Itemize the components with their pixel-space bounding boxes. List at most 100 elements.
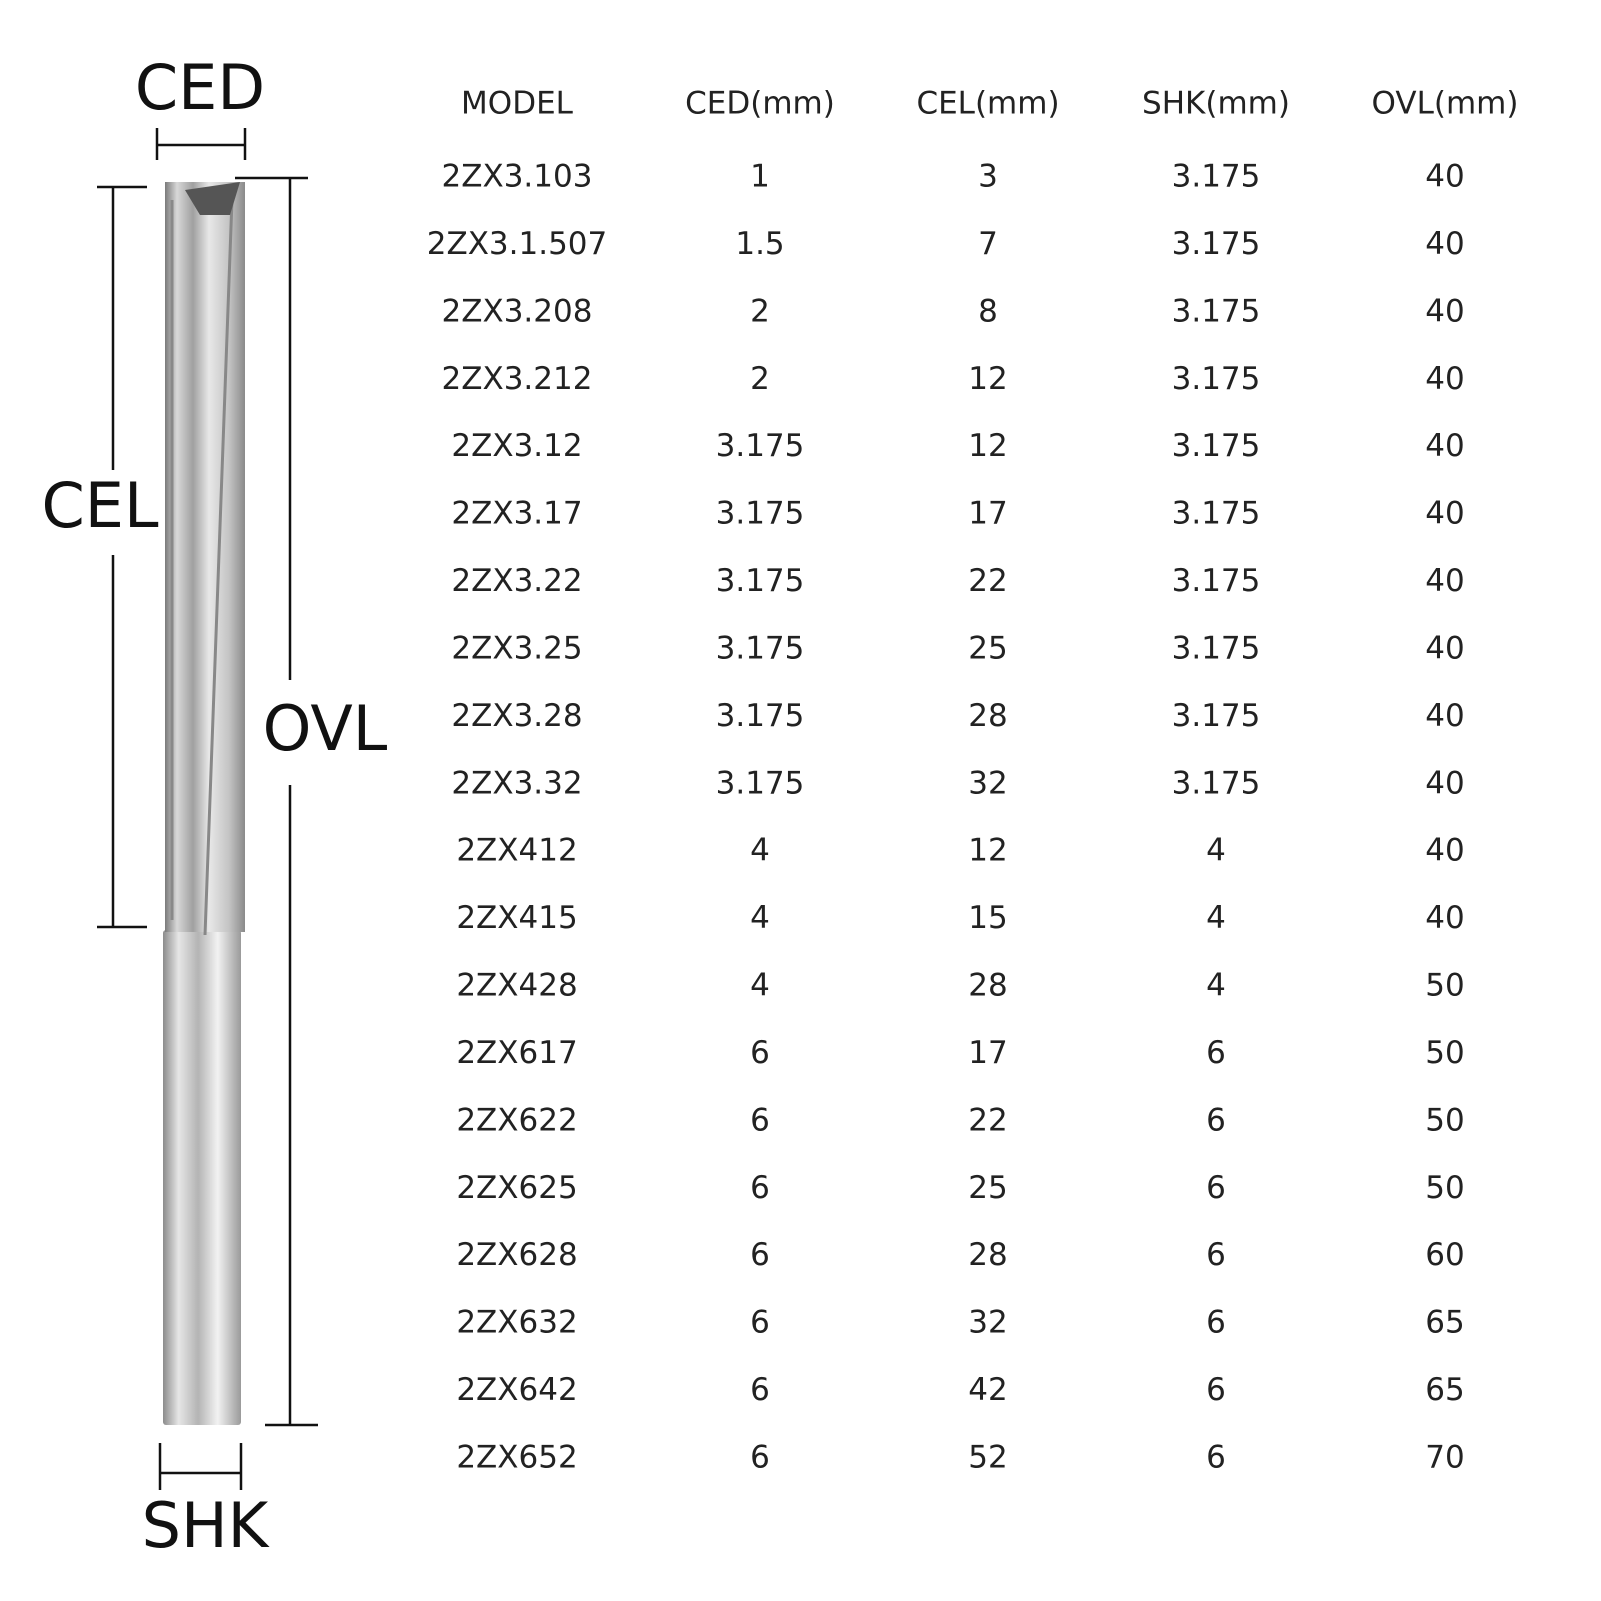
- table-cell: 40: [1425, 698, 1464, 734]
- table-cell: 3.175: [716, 496, 805, 532]
- table-cell: 2ZX622: [456, 1102, 577, 1138]
- table-cell: 2ZX3.17: [451, 496, 582, 532]
- table-cell: 3.175: [1172, 293, 1261, 329]
- table-cell: 2: [750, 361, 770, 397]
- table-cell: 2ZX3.212: [442, 361, 593, 397]
- table-cell: 1: [750, 159, 770, 195]
- table-cell: 40: [1425, 428, 1464, 464]
- table-cell: 2ZX617: [456, 1035, 577, 1071]
- table-cell: 4: [750, 900, 770, 936]
- ced-label: CED: [135, 51, 265, 124]
- table-cell: 3.175: [1172, 361, 1261, 397]
- table-cell: 6: [1206, 1440, 1226, 1476]
- table-cell: 22: [968, 1102, 1007, 1138]
- table-cell: 40: [1425, 159, 1464, 195]
- table-cell: 2ZX3.22: [451, 563, 582, 599]
- column-header: CED(mm): [685, 86, 835, 122]
- flute-section: [165, 182, 245, 932]
- table-cell: 8: [978, 293, 998, 329]
- table-cell: 50: [1425, 1035, 1464, 1071]
- table-cell: 2ZX625: [456, 1170, 577, 1206]
- table-cell: 15: [968, 900, 1007, 936]
- table-cell: 3.175: [1172, 765, 1261, 801]
- table-cell: 1.5: [735, 226, 784, 262]
- table-cell: 6: [1206, 1372, 1226, 1408]
- table-cell: 6: [750, 1237, 770, 1273]
- table-cell: 28: [968, 1237, 1007, 1273]
- table-cell: 3.175: [716, 698, 805, 734]
- table-cell: 65: [1425, 1372, 1464, 1408]
- table-cell: 6: [750, 1035, 770, 1071]
- table-cell: 2ZX428: [456, 968, 577, 1004]
- table-cell: 4: [1206, 968, 1226, 1004]
- table-cell: 40: [1425, 496, 1464, 532]
- cutting-tip: [185, 182, 240, 215]
- table-cell: 65: [1425, 1305, 1464, 1341]
- table-cell: 40: [1425, 900, 1464, 936]
- table-cell: 52: [968, 1440, 1007, 1476]
- table-cell: 25: [968, 630, 1007, 666]
- table-cell: 3.175: [1172, 698, 1261, 734]
- cel-label: CEL: [41, 469, 158, 542]
- table-cell: 2ZX415: [456, 900, 577, 936]
- table-cell: 4: [750, 968, 770, 1004]
- table-cell: 3.175: [1172, 563, 1261, 599]
- table-cell: 2ZX412: [456, 833, 577, 869]
- flute-edge: [170, 199, 234, 936]
- table-cell: 6: [1206, 1102, 1226, 1138]
- table-cell: 6: [750, 1102, 770, 1138]
- table-cell: 25: [968, 1170, 1007, 1206]
- table-cell: 6: [750, 1372, 770, 1408]
- table-cell: 2ZX3.28: [451, 698, 582, 734]
- table-cell: 6: [1206, 1237, 1226, 1273]
- table-cell: 60: [1425, 1237, 1464, 1273]
- table-cell: 40: [1425, 630, 1464, 666]
- table-cell: 3.175: [1172, 630, 1261, 666]
- table-cell: 70: [1425, 1440, 1464, 1476]
- table-cell: 3.175: [1172, 428, 1261, 464]
- table-cell: 40: [1425, 563, 1464, 599]
- table-cell: 50: [1425, 968, 1464, 1004]
- table-cell: 12: [968, 428, 1007, 464]
- table-cell: 40: [1425, 361, 1464, 397]
- table-cell: 12: [968, 361, 1007, 397]
- table-cell: 3.175: [716, 428, 805, 464]
- table-cell: 4: [1206, 900, 1226, 936]
- table-cell: 17: [968, 496, 1007, 532]
- table-cell: 6: [750, 1305, 770, 1341]
- table-cell: 50: [1425, 1170, 1464, 1206]
- table-cell: 6: [1206, 1170, 1226, 1206]
- table-cell: 2ZX642: [456, 1372, 577, 1408]
- table-cell: 6: [1206, 1035, 1226, 1071]
- table-cell: 2ZX632: [456, 1305, 577, 1341]
- table-cell: 40: [1425, 765, 1464, 801]
- table-cell: 2ZX3.25: [451, 630, 582, 666]
- ovl-label: OVL: [263, 692, 388, 765]
- table-cell: 3.175: [1172, 496, 1261, 532]
- spec-table: MODEL CED(mm) CEL(mm) SHK(mm) OVL(mm) 2ZX3.10…: [427, 86, 1519, 1476]
- table-cell: 6: [1206, 1305, 1226, 1341]
- table-cell: 32: [968, 765, 1007, 801]
- table-cell: 2ZX3.32: [451, 765, 582, 801]
- table-cell: 3.175: [716, 563, 805, 599]
- tool-drawing: [163, 182, 245, 1425]
- table-cell: 4: [1206, 833, 1226, 869]
- table-cell: 50: [1425, 1102, 1464, 1138]
- table-cell: 2ZX3.103: [442, 159, 593, 195]
- table-cell: 3.175: [716, 765, 805, 801]
- table-cell: 2ZX628: [456, 1237, 577, 1273]
- table-cell: 28: [968, 698, 1007, 734]
- table-cell: 4: [750, 833, 770, 869]
- table-cell: 2ZX3.208: [442, 293, 593, 329]
- shank: [163, 930, 241, 1425]
- table-cell: 2: [750, 293, 770, 329]
- table-cell: 2ZX3.1.507: [427, 226, 608, 262]
- table-cell: 3.175: [1172, 226, 1261, 262]
- table-cell: 12: [968, 833, 1007, 869]
- table-cell: 40: [1425, 293, 1464, 329]
- table-cell: 40: [1425, 833, 1464, 869]
- table-cell: 40: [1425, 226, 1464, 262]
- column-header: CEL(mm): [916, 86, 1059, 122]
- shk-label: SHK: [142, 1489, 270, 1562]
